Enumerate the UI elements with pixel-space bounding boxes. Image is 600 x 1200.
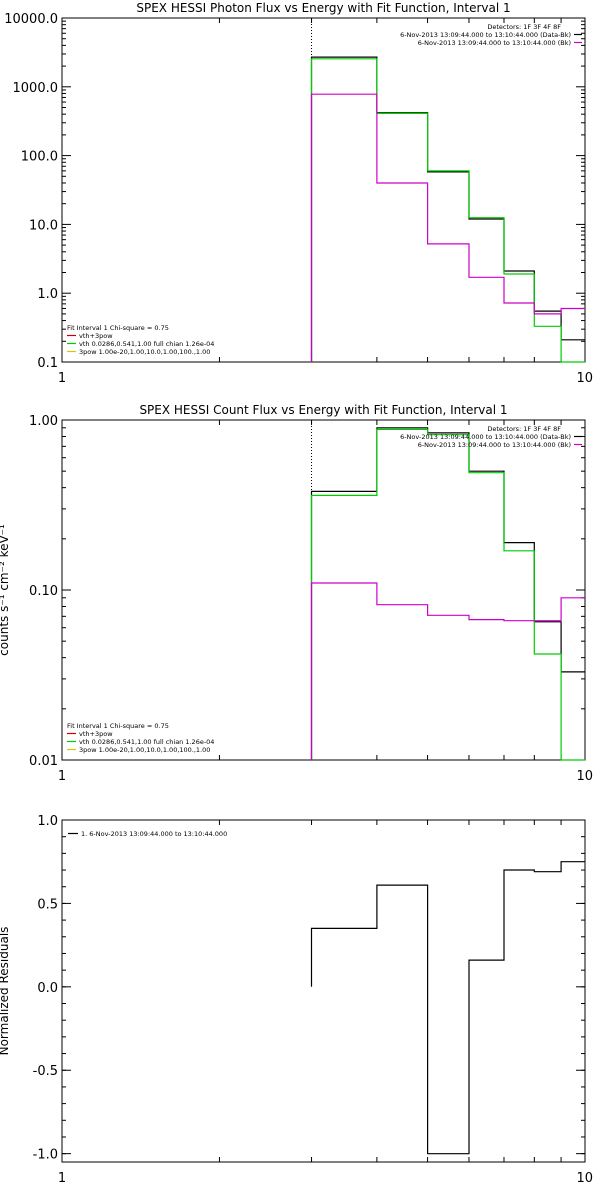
- y-tick-label: 0.1: [37, 356, 58, 371]
- plot-frame: [61, 819, 586, 1163]
- legend-top-right-text: 6-Nov-2013 13:09:44.000 to 13:10:44.000 …: [418, 441, 571, 449]
- y-tick-label: 0.5: [37, 897, 58, 912]
- plot-frame: [61, 419, 586, 761]
- y-tick-label: 1.0: [37, 814, 58, 829]
- x-tick-label: 10: [576, 371, 593, 386]
- legend-top-right-text: 6-Nov-2013 13:09:44.000 to 13:10:44.000 …: [400, 31, 571, 39]
- x-tick-label: 1: [58, 1171, 66, 1186]
- legend-bottom-left-text: 3pow 1.00e-20,1.00,10.0,1.00,100.,1.00: [79, 746, 210, 754]
- legend-top-right-text: Detectors: 1F 3F 4F 8F: [487, 425, 561, 433]
- series-line-1: [310, 56, 585, 362]
- chart-title: SPEX HESSI Count Flux vs Energy with Fit…: [139, 403, 507, 417]
- y-tick-label: 0.01: [29, 754, 58, 769]
- series-line-3: [310, 93, 585, 362]
- series-line-1: [310, 861, 585, 1155]
- chart-title: SPEX HESSI Photon Flux vs Energy with Fi…: [136, 1, 510, 15]
- y-axis-label: counts s⁻¹ cm⁻² keV⁻¹: [0, 524, 11, 656]
- legend-top-right-text: 6-Nov-2013 13:09:44.000 to 13:10:44.000 …: [400, 433, 571, 441]
- series-line-1: [310, 427, 585, 760]
- legend-bottom-left-text: vth 0.0286,0.541,1.00 full chian 1.26e-0…: [79, 340, 214, 348]
- y-tick-label: 100.0: [21, 150, 58, 165]
- chart-panel-3: Normalized Residuals -1.0 -0.5 0.0 0.5 1.0 1 10…: [0, 814, 593, 1186]
- legend-top-left-text: 1. 6-Nov-2013 13:09:44.000 to 13:10:44.0…: [81, 830, 227, 838]
- x-tick-label: 1: [58, 371, 66, 386]
- y-tick-label: -1.0: [33, 1148, 58, 1163]
- series-line-2: [310, 58, 585, 363]
- y-tick-label: 1.0: [37, 287, 58, 302]
- y-tick-label: 1000.0: [13, 81, 59, 96]
- plot-frame: [61, 17, 586, 363]
- legend-bottom-left-text: Fit Interval 1 Chi-square = 0.75: [67, 324, 169, 332]
- legend-bottom-left-text: vth+3pow: [79, 332, 113, 340]
- y-tick-label: 10000.0: [4, 12, 58, 27]
- y-tick-label: 10.0: [29, 218, 58, 233]
- series-line-3: [310, 582, 585, 760]
- chart-panel-2: SPEX HESSI Count Flux vs Energy with Fit…: [0, 403, 593, 784]
- legend-bottom-left-text: vth+3pow: [79, 730, 113, 738]
- legend-top-right-text: Detectors: 1F 3F 4F 8F: [487, 23, 561, 31]
- legend-bottom-left-text: vth 0.0286,0.541,1.00 full chian 1.26e-0…: [79, 738, 214, 746]
- x-tick-label: 10: [576, 1171, 593, 1186]
- series-line-2: [310, 428, 585, 761]
- x-tick-label: 10: [576, 769, 593, 784]
- legend-top-right-text: 6-Nov-2013 13:09:44.000 to 13:10:44.000 …: [418, 39, 571, 47]
- legend-bottom-left-text: Fit Interval 1 Chi-square = 0.75: [67, 722, 169, 730]
- y-tick-label: 0.0: [37, 981, 58, 996]
- y-tick-label: -0.5: [33, 1064, 58, 1079]
- y-tick-label: 0.10: [29, 584, 58, 599]
- chart-panel-1: SPEX HESSI Photon Flux vs Energy with Fi…: [4, 1, 593, 386]
- y-tick-label: 1.00: [29, 414, 58, 429]
- legend-bottom-left-text: 3pow 1.00e-20,1.00,10.0,1.00,100.,1.00: [79, 348, 210, 356]
- x-tick-label: 1: [58, 769, 66, 784]
- y-axis-label: Normalized Residuals: [0, 927, 11, 1056]
